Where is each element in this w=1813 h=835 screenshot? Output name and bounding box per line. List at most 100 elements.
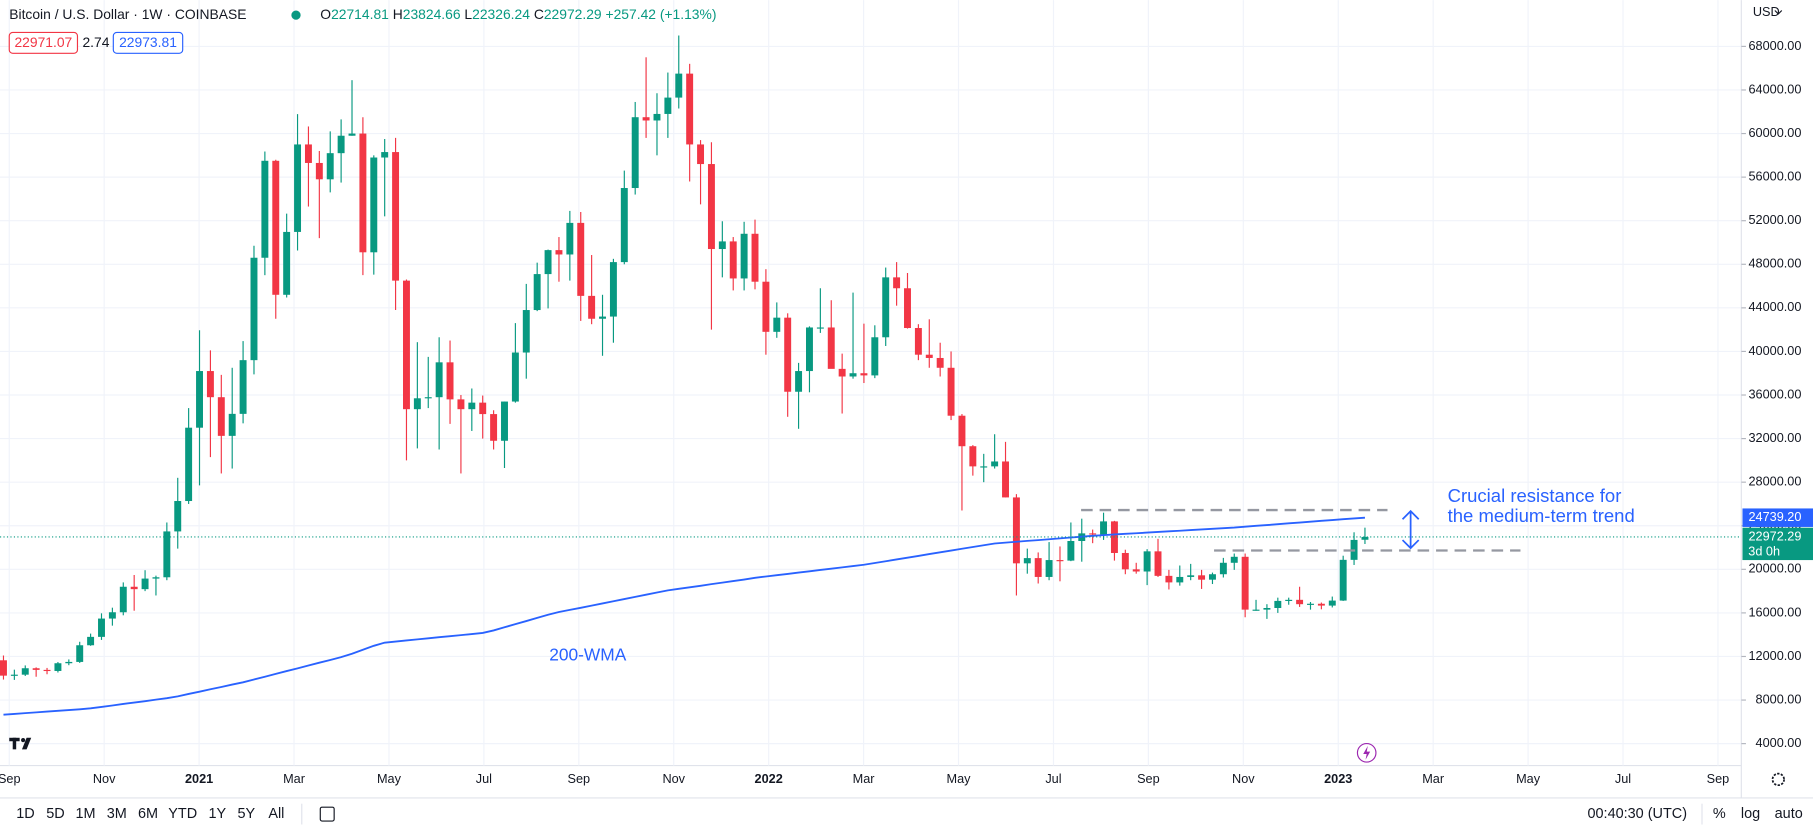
candle-body bbox=[304, 144, 312, 163]
candle-body bbox=[32, 668, 40, 670]
logo bbox=[9, 737, 32, 750]
y-tick-label: 12000.00 bbox=[1748, 648, 1801, 663]
candle-body bbox=[642, 117, 650, 121]
y-tick-label: 28000.00 bbox=[1748, 474, 1801, 489]
candle-body bbox=[10, 674, 18, 676]
candle-body bbox=[947, 367, 955, 416]
candle-body bbox=[337, 135, 345, 154]
range-button[interactable]: 1M bbox=[76, 806, 96, 822]
candle-body bbox=[1176, 576, 1184, 583]
candle-body bbox=[1012, 497, 1020, 564]
axes: 4000.00 8000.00 12000.00 16000.00 20000.00 24… bbox=[0, 38, 1813, 786]
currency[interactable]: USD bbox=[1753, 4, 1780, 19]
countdown: 3d 0h bbox=[1748, 543, 1780, 558]
range-button[interactable]: 1D bbox=[16, 806, 34, 822]
ohlc-legend: O22714.81 H23824.66 L22326.24 C22972.29 … bbox=[320, 6, 716, 22]
candle-body bbox=[936, 357, 944, 368]
candle-body bbox=[533, 274, 541, 311]
annotation: Crucial resistance for bbox=[1448, 485, 1622, 506]
candle-body bbox=[1198, 575, 1206, 580]
candle-body bbox=[1067, 540, 1075, 561]
wma-badge bbox=[1742, 508, 1813, 527]
candle-body bbox=[1274, 600, 1282, 608]
candle-body bbox=[1307, 603, 1314, 605]
candle-body bbox=[0, 660, 7, 676]
x-tick-label: Mar bbox=[283, 771, 306, 786]
h-label: H bbox=[393, 6, 403, 22]
candle-body bbox=[1089, 533, 1097, 535]
ask-box[interactable] bbox=[112, 31, 184, 54]
candle-body bbox=[664, 97, 672, 114]
x-tick-label: Jul bbox=[476, 771, 492, 786]
candle-body bbox=[1165, 575, 1173, 583]
range-button[interactable]: 3M bbox=[107, 806, 127, 822]
candle-body bbox=[980, 466, 988, 468]
candle-body bbox=[577, 222, 585, 296]
price-badge bbox=[1742, 527, 1813, 561]
candle-body bbox=[43, 669, 51, 672]
x-tick-label: Nov bbox=[662, 771, 685, 786]
h-value: 23824.66 bbox=[403, 6, 461, 22]
range-button[interactable]: 5D bbox=[46, 806, 64, 822]
candle-body bbox=[1230, 556, 1238, 563]
candle-body bbox=[65, 661, 73, 664]
candle-body bbox=[1023, 558, 1031, 564]
x-tick-label: Nov bbox=[1232, 771, 1255, 786]
symbol: Bitcoin / U.S. Dollar · 1W · COINBASE bbox=[9, 6, 246, 22]
candle-body bbox=[1296, 599, 1304, 605]
mode-button[interactable]: % bbox=[1713, 806, 1726, 822]
candle-body bbox=[566, 222, 574, 255]
candle-body bbox=[163, 531, 171, 578]
candle-body bbox=[588, 295, 596, 319]
x-tick-label: 2022 bbox=[755, 771, 783, 786]
candle-body bbox=[272, 160, 280, 295]
candle-body bbox=[108, 612, 116, 619]
candle-body bbox=[1154, 551, 1162, 576]
settings[interactable] bbox=[1771, 772, 1785, 787]
l-value: 22326.24 bbox=[472, 6, 530, 22]
candle-body bbox=[686, 73, 694, 145]
o-label: O bbox=[320, 6, 331, 22]
mode-button[interactable]: log bbox=[1741, 806, 1760, 822]
candle-body bbox=[119, 586, 127, 613]
range-button[interactable]: YTD bbox=[168, 806, 197, 822]
mode-button[interactable]: auto bbox=[1775, 806, 1803, 822]
clock[interactable]: 00:40:30 (UTC) bbox=[1588, 806, 1688, 822]
candle-body bbox=[1317, 603, 1325, 606]
x-tick-label: May bbox=[1516, 771, 1541, 786]
ask[interactable]: 22973.81 bbox=[119, 34, 177, 50]
x-tick-label: Sep bbox=[0, 771, 21, 786]
plot bbox=[0, 35, 1742, 716]
y-tick-label: 44000.00 bbox=[1748, 299, 1801, 314]
date-range-icon[interactable] bbox=[319, 806, 335, 822]
x-tick-label: May bbox=[377, 771, 402, 786]
candle-body bbox=[893, 277, 901, 289]
range-button[interactable]: All bbox=[268, 806, 284, 822]
range-button[interactable]: 5Y bbox=[237, 806, 255, 822]
candle-body bbox=[206, 371, 214, 398]
candle-body bbox=[653, 113, 661, 121]
bid[interactable]: 22971.07 bbox=[14, 34, 72, 50]
y-tick-label: 32000.00 bbox=[1748, 430, 1801, 445]
candle-body bbox=[294, 144, 302, 232]
candle-body bbox=[751, 233, 759, 282]
arrow bbox=[1401, 509, 1420, 550]
y-tick-label: 20000.00 bbox=[1748, 561, 1801, 576]
price-badge-label: 22972.29 bbox=[1748, 528, 1801, 543]
y-tick-label: 40000.00 bbox=[1748, 343, 1801, 358]
candle-body bbox=[457, 399, 465, 410]
y-tick-label: 60000.00 bbox=[1748, 125, 1801, 140]
candle-body bbox=[609, 262, 617, 317]
range-button[interactable]: 1Y bbox=[209, 806, 227, 822]
candle-body bbox=[620, 188, 628, 263]
y-tick-label: 8000.00 bbox=[1756, 691, 1802, 706]
candle-body bbox=[599, 316, 606, 319]
x-tick-label: Nov bbox=[93, 771, 116, 786]
y-tick-label: 48000.00 bbox=[1748, 256, 1801, 271]
candle-body bbox=[1219, 562, 1227, 575]
candle-body bbox=[904, 288, 911, 329]
candle-body bbox=[1132, 569, 1140, 572]
x-tick-label: 2023 bbox=[1324, 771, 1352, 786]
bid-box[interactable] bbox=[8, 31, 79, 54]
range-button[interactable]: 6M bbox=[138, 806, 158, 822]
